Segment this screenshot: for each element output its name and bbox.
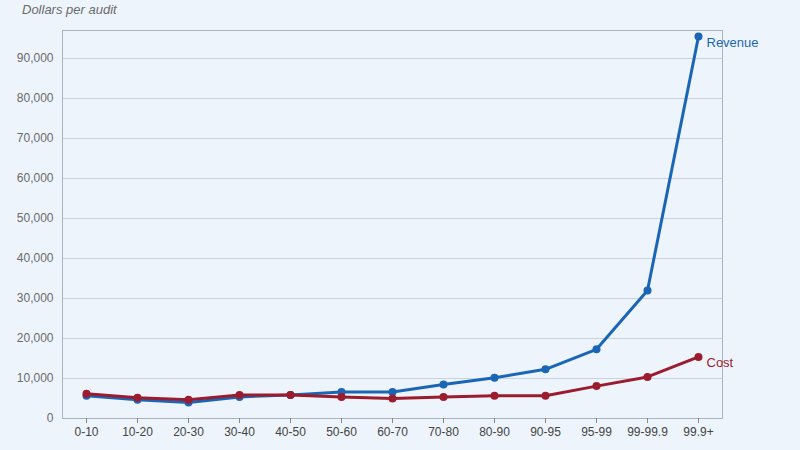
svg-text:40,000: 40,000 [17, 251, 54, 265]
svg-text:95-99: 95-99 [581, 425, 612, 439]
svg-text:20,000: 20,000 [17, 331, 54, 345]
svg-text:10,000: 10,000 [17, 371, 54, 385]
svg-text:30-40: 30-40 [224, 425, 255, 439]
svg-text:30,000: 30,000 [17, 291, 54, 305]
svg-text:70,000: 70,000 [17, 131, 54, 145]
svg-text:90-95: 90-95 [530, 425, 561, 439]
svg-text:Cost: Cost [707, 355, 734, 370]
svg-text:40-50: 40-50 [275, 425, 306, 439]
svg-text:10-20: 10-20 [122, 425, 153, 439]
svg-text:99.9+: 99.9+ [683, 425, 713, 439]
svg-text:80-90: 80-90 [479, 425, 510, 439]
svg-text:0: 0 [47, 411, 54, 425]
svg-text:70-80: 70-80 [428, 425, 459, 439]
svg-text:20-30: 20-30 [173, 425, 204, 439]
svg-text:60-70: 60-70 [377, 425, 408, 439]
svg-text:60,000: 60,000 [17, 171, 54, 185]
svg-text:90,000: 90,000 [17, 51, 54, 65]
svg-text:80,000: 80,000 [17, 91, 54, 105]
svg-text:0-10: 0-10 [74, 425, 98, 439]
svg-text:50-60: 50-60 [326, 425, 357, 439]
svg-text:99-99.9: 99-99.9 [627, 425, 668, 439]
svg-text:50,000: 50,000 [17, 211, 54, 225]
svg-text:Revenue: Revenue [707, 35, 759, 50]
html-text:Dollars per audit: Dollars per audit [22, 2, 117, 17]
